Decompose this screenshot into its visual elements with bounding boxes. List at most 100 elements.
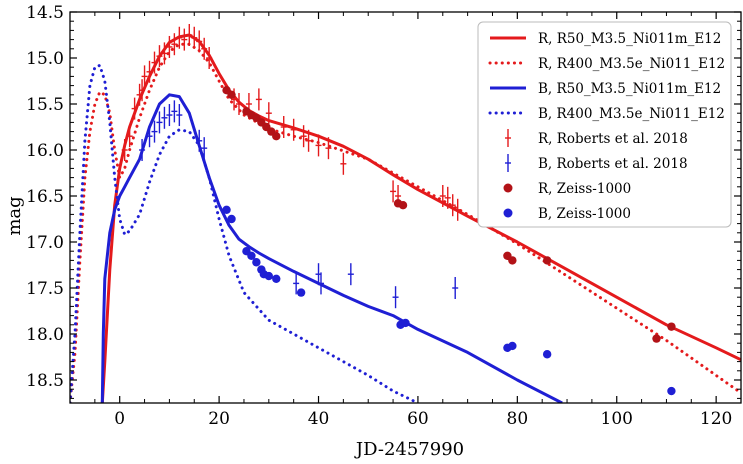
- data-point-b-zeiss-1000: [296, 288, 306, 297]
- observation-markers: [121, 24, 676, 396]
- x-tick-label: 120: [700, 409, 732, 429]
- legend-label: B, R50_M3.5_Ni011m_E12: [538, 81, 721, 97]
- data-point-b-roberts-et-al-2018: [318, 272, 325, 295]
- legend-swatch: [503, 183, 513, 193]
- data-point-b-roberts-et-al-2018: [176, 104, 183, 127]
- x-tick-label: 40: [308, 409, 330, 429]
- data-point-r-zeiss-1000: [272, 132, 281, 141]
- y-tick-label: 14.5: [26, 3, 64, 23]
- data-point-r-roberts-et-al-2018: [235, 93, 242, 115]
- data-point-r-roberts-et-al-2018: [265, 102, 272, 125]
- x-tick-label: 80: [507, 409, 529, 429]
- data-point-r-roberts-et-al-2018: [196, 30, 203, 53]
- legend-swatch: [505, 154, 511, 172]
- data-point-b-roberts-et-al-2018: [151, 120, 158, 143]
- data-point-b-zeiss-1000: [264, 271, 274, 281]
- legend-label: B, Roberts et al. 2018: [538, 156, 688, 172]
- data-point-r-roberts-et-al-2018: [156, 45, 163, 68]
- data-point-r-zeiss-1000: [227, 90, 236, 100]
- data-point-r-roberts-et-al-2018: [390, 180, 397, 203]
- y-tick-label: 17.0: [26, 233, 64, 253]
- data-point-b-roberts-et-al-2018: [201, 137, 208, 160]
- x-tick-label: 0: [114, 409, 125, 429]
- data-point-b-zeiss-1000: [667, 386, 676, 396]
- x-tick-label: 20: [208, 409, 230, 429]
- data-point-r-zeiss-1000: [398, 201, 408, 210]
- data-point-b-roberts-et-al-2018: [139, 139, 146, 161]
- legend-swatch: [505, 129, 511, 147]
- data-point-b-zeiss-1000: [542, 350, 552, 359]
- y-tick-label: 15.0: [26, 49, 64, 69]
- y-tick-label: 16.5: [26, 187, 64, 207]
- data-point-b-zeiss-1000: [252, 258, 261, 267]
- data-point-r-roberts-et-al-2018: [191, 26, 198, 49]
- legend-label: B, Zeiss-1000: [538, 206, 631, 222]
- data-point-b-zeiss-1000: [247, 251, 256, 260]
- data-point-r-roberts-et-al-2018: [141, 65, 148, 88]
- data-point-b-roberts-et-al-2018: [196, 129, 203, 152]
- data-point-r-roberts-et-al-2018: [176, 26, 183, 49]
- data-point-b-zeiss-1000: [227, 214, 236, 224]
- data-point-r-roberts-et-al-2018: [290, 118, 297, 141]
- data-point-r-roberts-et-al-2018: [454, 198, 461, 221]
- data-point-r-roberts-et-al-2018: [340, 152, 347, 175]
- data-point-b-roberts-et-al-2018: [166, 104, 173, 127]
- data-point-r-roberts-et-al-2018: [439, 185, 446, 207]
- data-point-r-zeiss-1000: [652, 334, 661, 343]
- data-point-r-roberts-et-al-2018: [161, 42, 168, 65]
- data-point-r-roberts-et-al-2018: [300, 125, 307, 148]
- data-point-r-zeiss-1000: [508, 256, 517, 265]
- data-point-r-roberts-et-al-2018: [444, 186, 451, 209]
- data-point-r-roberts-et-al-2018: [186, 24, 193, 46]
- data-point-r-zeiss-1000: [542, 256, 552, 265]
- axes: 0 20 40 60 80 100 120 14.5 15.0 15.5 16.0 16.5 17.0 1…: [26, 3, 742, 429]
- y-tick-label: 16.0: [26, 141, 64, 161]
- legend-label: B, R400_M3.5e_Ni011_E12: [538, 106, 725, 122]
- data-point-b-zeiss-1000: [222, 205, 231, 214]
- data-point-r-roberts-et-al-2018: [255, 88, 262, 111]
- data-point-r-roberts-et-al-2018: [139, 79, 146, 102]
- legend-label: R, R400_M3.5e_Ni011_E12: [538, 56, 725, 72]
- data-point-b-roberts-et-al-2018: [171, 100, 178, 123]
- x-tick-label: 60: [407, 409, 429, 429]
- x-tick-label: 100: [601, 409, 633, 429]
- legend-label: R, Roberts et al. 2018: [538, 131, 688, 147]
- data-point-b-roberts-et-al-2018: [392, 286, 399, 309]
- data-point-b-zeiss-1000: [272, 274, 281, 283]
- data-point-b-roberts-et-al-2018: [347, 263, 354, 286]
- data-point-b-roberts-et-al-2018: [452, 277, 459, 299]
- data-point-r-roberts-et-al-2018: [305, 129, 312, 152]
- data-point-b-roberts-et-al-2018: [293, 272, 300, 295]
- data-point-r-zeiss-1000: [667, 322, 676, 331]
- y-tick-label: 15.5: [26, 95, 64, 115]
- data-point-b-zeiss-1000: [508, 341, 517, 351]
- y-tick-label: 18.5: [26, 371, 64, 391]
- data-point-r-roberts-et-al-2018: [131, 97, 138, 120]
- data-point-r-roberts-et-al-2018: [126, 125, 133, 148]
- data-point-r-roberts-et-al-2018: [201, 37, 208, 60]
- data-point-b-roberts-et-al-2018: [146, 125, 153, 148]
- y-tick-label: 17.5: [26, 279, 64, 299]
- data-point-r-roberts-et-al-2018: [171, 33, 178, 56]
- data-point-r-roberts-et-al-2018: [146, 60, 153, 83]
- data-point-r-roberts-et-al-2018: [181, 28, 188, 51]
- data-point-r-roberts-et-al-2018: [325, 137, 332, 160]
- data-point-b-roberts-et-al-2018: [161, 106, 168, 129]
- legend-label: R, R50_M3.5_Ni011m_E12: [538, 31, 721, 47]
- legend: R, R50_M3.5_Ni011m_E12 R, R400_M3.5e_Ni01…: [477, 21, 732, 228]
- legend-label: R, Zeiss-1000: [538, 181, 631, 197]
- legend-swatch: [503, 208, 513, 218]
- plot-frame: [69, 11, 742, 404]
- data-point-r-roberts-et-al-2018: [449, 194, 456, 217]
- data-point-b-roberts-et-al-2018: [156, 111, 163, 134]
- data-point-r-roberts-et-al-2018: [315, 134, 322, 157]
- x-axis-title: JD-2457990: [354, 439, 464, 460]
- data-point-r-roberts-et-al-2018: [280, 116, 287, 138]
- data-point-b-zeiss-1000: [401, 318, 410, 328]
- y-axis-title: mag: [4, 196, 25, 235]
- data-point-r-roberts-et-al-2018: [166, 35, 173, 58]
- data-point-r-roberts-et-al-2018: [151, 51, 158, 74]
- data-point-r-roberts-et-al-2018: [121, 139, 128, 161]
- data-point-r-roberts-et-al-2018: [206, 47, 213, 69]
